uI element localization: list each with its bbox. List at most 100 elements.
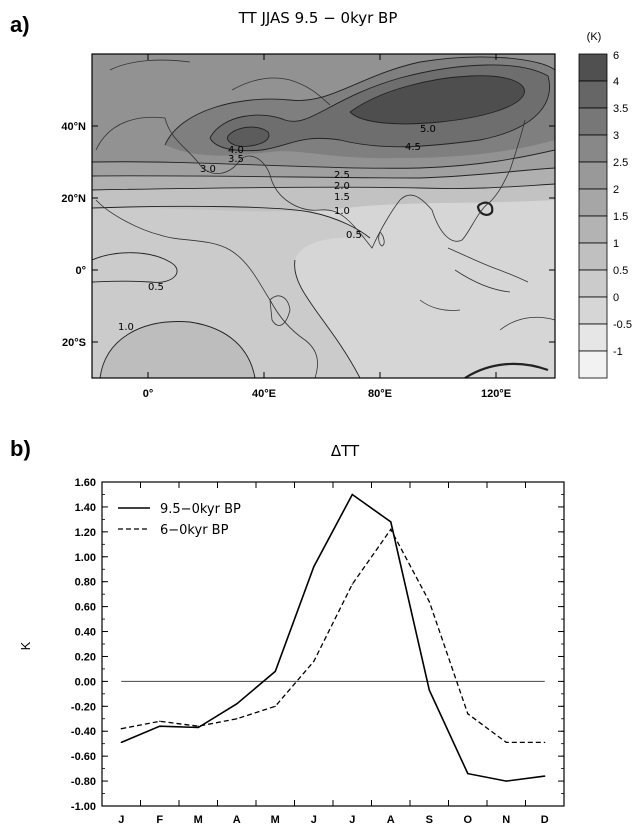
colorbar: (K) 6 4 3.5 3 2.5 2 1.5 1 0.5 0 -0.5 -1 <box>578 31 632 379</box>
y-tick-label: 0.80 <box>75 577 96 589</box>
contour-label: 0.5 <box>346 230 362 241</box>
x-tick-label: O <box>463 814 472 826</box>
colorbar-level-label: 2 <box>613 184 619 196</box>
colorbar-level-label: 1 <box>613 238 619 250</box>
y-tick-label: -0.60 <box>71 751 96 763</box>
legend: 9.5−0kyr BP 6−0kyr BP <box>118 502 241 538</box>
colorbar-level-label: 3 <box>613 130 619 142</box>
map-title: TT JJAS 9.5 − 0kyr BP <box>238 9 398 27</box>
series-point <box>351 583 353 585</box>
colorbar-swatch <box>578 350 608 379</box>
contour-lines <box>92 56 555 378</box>
series-point <box>274 670 276 673</box>
colorbar-level-label: -0.5 <box>613 319 632 331</box>
colorbar-swatch <box>578 242 608 271</box>
series-point <box>390 521 392 523</box>
series-line-9p5-0kyr <box>120 493 545 782</box>
colorbar-swatch <box>578 161 608 190</box>
colorbar-level-label: 6 <box>613 50 619 62</box>
colorbar-level-label: 1.5 <box>613 211 628 223</box>
series-point <box>197 725 199 727</box>
series-point <box>274 705 276 707</box>
map-plot <box>91 53 556 379</box>
y-tick-label: 0.00 <box>75 676 96 688</box>
x-tick-label: M <box>271 814 280 826</box>
colorbar-swatch <box>578 188 608 217</box>
x-tick-label: D <box>541 814 549 826</box>
map-frame <box>91 53 556 379</box>
y-tick-label: -1.00 <box>71 801 96 813</box>
legend-label: 9.5−0kyr BP <box>160 502 241 517</box>
series-point <box>505 780 507 782</box>
colorbar-swatch <box>578 323 608 352</box>
series-point <box>120 741 122 744</box>
contour-label: 1.0 <box>118 322 134 333</box>
contour-label: 2.0 <box>334 181 350 192</box>
colorbar-level-label: 0 <box>613 292 619 304</box>
line-chart: 1.60 1.40 1.20 1.00 0.80 0.60 0.40 0.20 0.00 -0.2… <box>71 477 565 826</box>
series-point <box>159 725 161 727</box>
series-point <box>313 566 315 568</box>
x-tick-label: A <box>387 814 395 826</box>
colorbar-swatch <box>578 107 608 136</box>
map-y-tick-label: 40°N <box>61 121 86 133</box>
colorbar-swatch <box>578 269 608 298</box>
x-tick-label: J <box>118 814 124 826</box>
colorbar-swatch <box>578 53 608 82</box>
band-2p0 <box>92 168 555 190</box>
contour-label: 1.0 <box>334 206 350 217</box>
map-y-tick-label: 0° <box>75 265 86 277</box>
series-point <box>428 601 430 603</box>
x-tick-label: N <box>502 814 510 826</box>
colorbar-swatch <box>578 215 608 244</box>
contour-label-group: 4.0 3.5 3.0 2.5 2.0 1.5 1.0 0.5 4.5 5.0 … <box>118 124 436 333</box>
map-y-tick-label: 20°N <box>61 193 86 205</box>
legend-label: 6−0kyr BP <box>160 523 229 538</box>
series-point <box>197 726 199 729</box>
y-tick-label: -0.80 <box>71 776 96 788</box>
contour-label: 0.5 <box>148 282 164 293</box>
band-1p5 <box>92 184 555 212</box>
map-x-axis: 0° 40°E 80°E 120°E <box>143 54 511 400</box>
series-point <box>505 741 507 744</box>
colorbar-level-label: 2.5 <box>613 157 628 169</box>
y-tick-label: 1.60 <box>75 477 96 489</box>
y-tick-label: -0.20 <box>71 701 96 713</box>
line-chart-title: ΔTT <box>331 442 360 460</box>
y-tick-label: 0.20 <box>75 651 96 663</box>
map-y-axis: 40°N 20°N 0° 20°S <box>61 121 555 349</box>
band-4p5 <box>227 127 270 147</box>
y-axis-label: K <box>18 641 33 650</box>
series-point <box>544 741 546 744</box>
map-x-tick-label: 40°E <box>252 388 276 400</box>
band-2p5 <box>92 150 555 178</box>
x-tick-label: J <box>349 814 355 826</box>
contour-label: 3.0 <box>200 164 216 175</box>
x-tick-label: J <box>311 814 317 826</box>
contour-label: 4.5 <box>405 142 421 153</box>
series-point <box>428 689 430 691</box>
map-x-tick-label: 80°E <box>368 388 392 400</box>
colorbar-level-label: 0.5 <box>613 265 628 277</box>
colorbar-swatch <box>578 134 608 163</box>
series-point <box>467 713 469 715</box>
series-point <box>159 720 161 722</box>
y-tick-label: 1.20 <box>75 527 96 539</box>
y-tick-label: 1.40 <box>75 502 96 514</box>
y-tick-label: 0.40 <box>75 627 96 639</box>
series-point <box>351 493 353 496</box>
band-5p0 <box>350 75 525 124</box>
y-tick-label: 1.00 <box>75 552 96 564</box>
coastlines <box>95 59 555 378</box>
series-point <box>544 775 546 777</box>
series-point <box>390 528 392 530</box>
contour-label: 5.0 <box>420 124 436 135</box>
map-x-tick-label: 120°E <box>481 388 511 400</box>
series-point <box>236 703 238 705</box>
band-1p0 <box>100 321 255 378</box>
x-tick-label: M <box>194 814 203 826</box>
contour-label: 4.0 <box>228 145 244 156</box>
colorbar-level-label: 3.5 <box>613 103 628 115</box>
panel-a-label: a) <box>10 12 30 37</box>
colorbar-swatch <box>578 80 608 109</box>
